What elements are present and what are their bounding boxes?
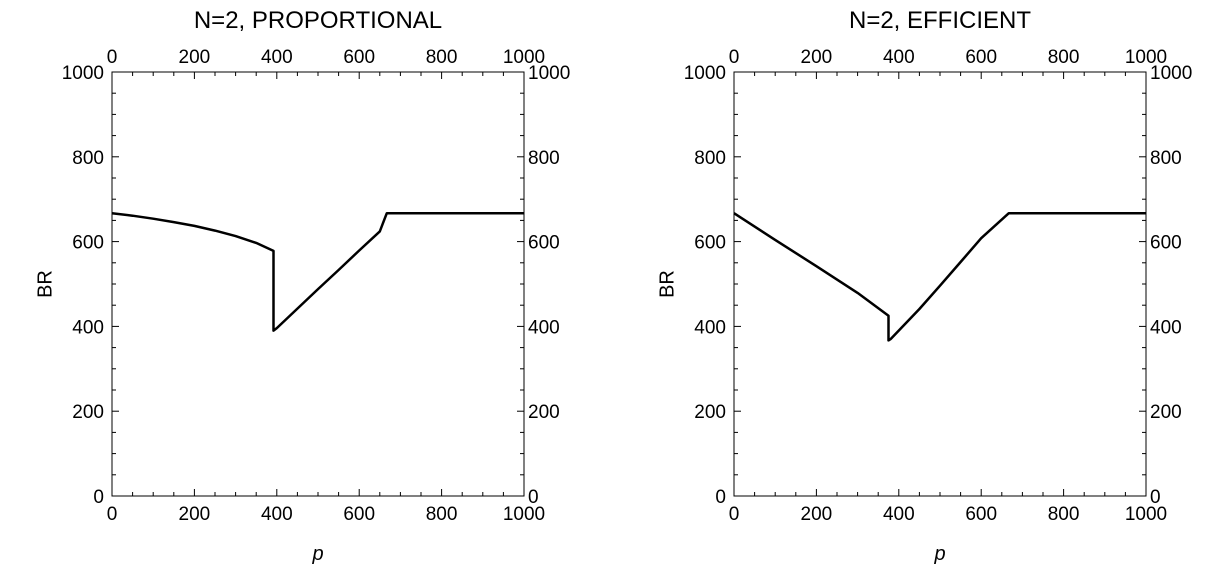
x-tick-label-top: 800 bbox=[1048, 47, 1080, 68]
y-tick-label-left: 400 bbox=[694, 317, 726, 338]
x-tick-label-top: 0 bbox=[729, 47, 740, 68]
y-tick-label-right: 0 bbox=[1150, 487, 1161, 508]
x-tick-label-top: 200 bbox=[179, 47, 211, 68]
x-tick-label-bottom: 800 bbox=[1048, 504, 1080, 525]
y-tick-label-left: 600 bbox=[694, 233, 726, 254]
y-tick-label-right: 400 bbox=[1150, 317, 1182, 338]
x-axis-label: p bbox=[933, 543, 945, 565]
x-tick-label-bottom: 800 bbox=[426, 504, 458, 525]
x-axis-label: p bbox=[311, 543, 323, 565]
x-tick-label-top: 1000 bbox=[503, 47, 545, 68]
x-tick-label-top: 400 bbox=[883, 47, 915, 68]
chart-title: N=2, EFFICIENT bbox=[849, 7, 1031, 34]
y-tick-label-right: 200 bbox=[528, 402, 560, 423]
y-tick-label-right: 200 bbox=[1150, 402, 1182, 423]
y-tick-label-left: 200 bbox=[72, 402, 104, 423]
y-tick-label-left: 0 bbox=[93, 487, 104, 508]
series-line bbox=[733, 211, 1146, 342]
chart-panel-efficient: N=2, EFFICIENT p BR 00200200400400600600… bbox=[656, 7, 1192, 565]
x-tick-label-bottom: 1000 bbox=[503, 504, 545, 525]
x-tick-label-top: 800 bbox=[426, 47, 458, 68]
x-tick-label-top: 200 bbox=[801, 47, 833, 68]
x-tick-label-top: 400 bbox=[261, 47, 293, 68]
y-tick-label-left: 1000 bbox=[684, 63, 726, 84]
y-tick-label-right: 0 bbox=[528, 487, 539, 508]
x-tick-label-bottom: 1000 bbox=[1125, 504, 1167, 525]
x-tick-label-bottom: 0 bbox=[729, 504, 740, 525]
y-tick-label-right: 400 bbox=[528, 317, 560, 338]
x-tick-label-bottom: 400 bbox=[261, 504, 293, 525]
y-tick-label-left: 0 bbox=[715, 487, 726, 508]
y-tick-label-right: 800 bbox=[528, 148, 560, 169]
x-tick-label-bottom: 200 bbox=[179, 504, 211, 525]
x-tick-label-bottom: 200 bbox=[801, 504, 833, 525]
series-line bbox=[111, 211, 524, 332]
x-tick-label-top: 0 bbox=[107, 47, 118, 68]
x-tick-label-bottom: 600 bbox=[343, 504, 375, 525]
x-tick-label-top: 1000 bbox=[1125, 47, 1167, 68]
y-tick-label-right: 1000 bbox=[1150, 63, 1192, 84]
plot-frame bbox=[111, 71, 525, 497]
y-tick-label-right: 600 bbox=[528, 233, 560, 254]
y-axis-label: BR bbox=[34, 270, 56, 298]
y-tick-label-left: 400 bbox=[72, 317, 104, 338]
y-tick-label-right: 1000 bbox=[528, 63, 570, 84]
y-tick-label-left: 1000 bbox=[62, 63, 104, 84]
x-tick-label-bottom: 0 bbox=[107, 504, 118, 525]
x-tick-label-bottom: 400 bbox=[883, 504, 915, 525]
x-tick-label-top: 600 bbox=[965, 47, 997, 68]
x-tick-label-top: 600 bbox=[343, 47, 375, 68]
chart-panel-proportional: N=2, PROPORTIONAL p BR 00200200400400600… bbox=[34, 7, 570, 565]
y-tick-label-left: 800 bbox=[72, 148, 104, 169]
y-tick-label-right: 800 bbox=[1150, 148, 1182, 169]
y-axis-label: BR bbox=[656, 270, 678, 298]
chart-title: N=2, PROPORTIONAL bbox=[194, 7, 442, 34]
x-tick-label-bottom: 600 bbox=[965, 504, 997, 525]
y-tick-label-right: 600 bbox=[1150, 233, 1182, 254]
y-tick-label-left: 600 bbox=[72, 233, 104, 254]
y-tick-label-left: 200 bbox=[694, 402, 726, 423]
y-tick-label-left: 800 bbox=[694, 148, 726, 169]
